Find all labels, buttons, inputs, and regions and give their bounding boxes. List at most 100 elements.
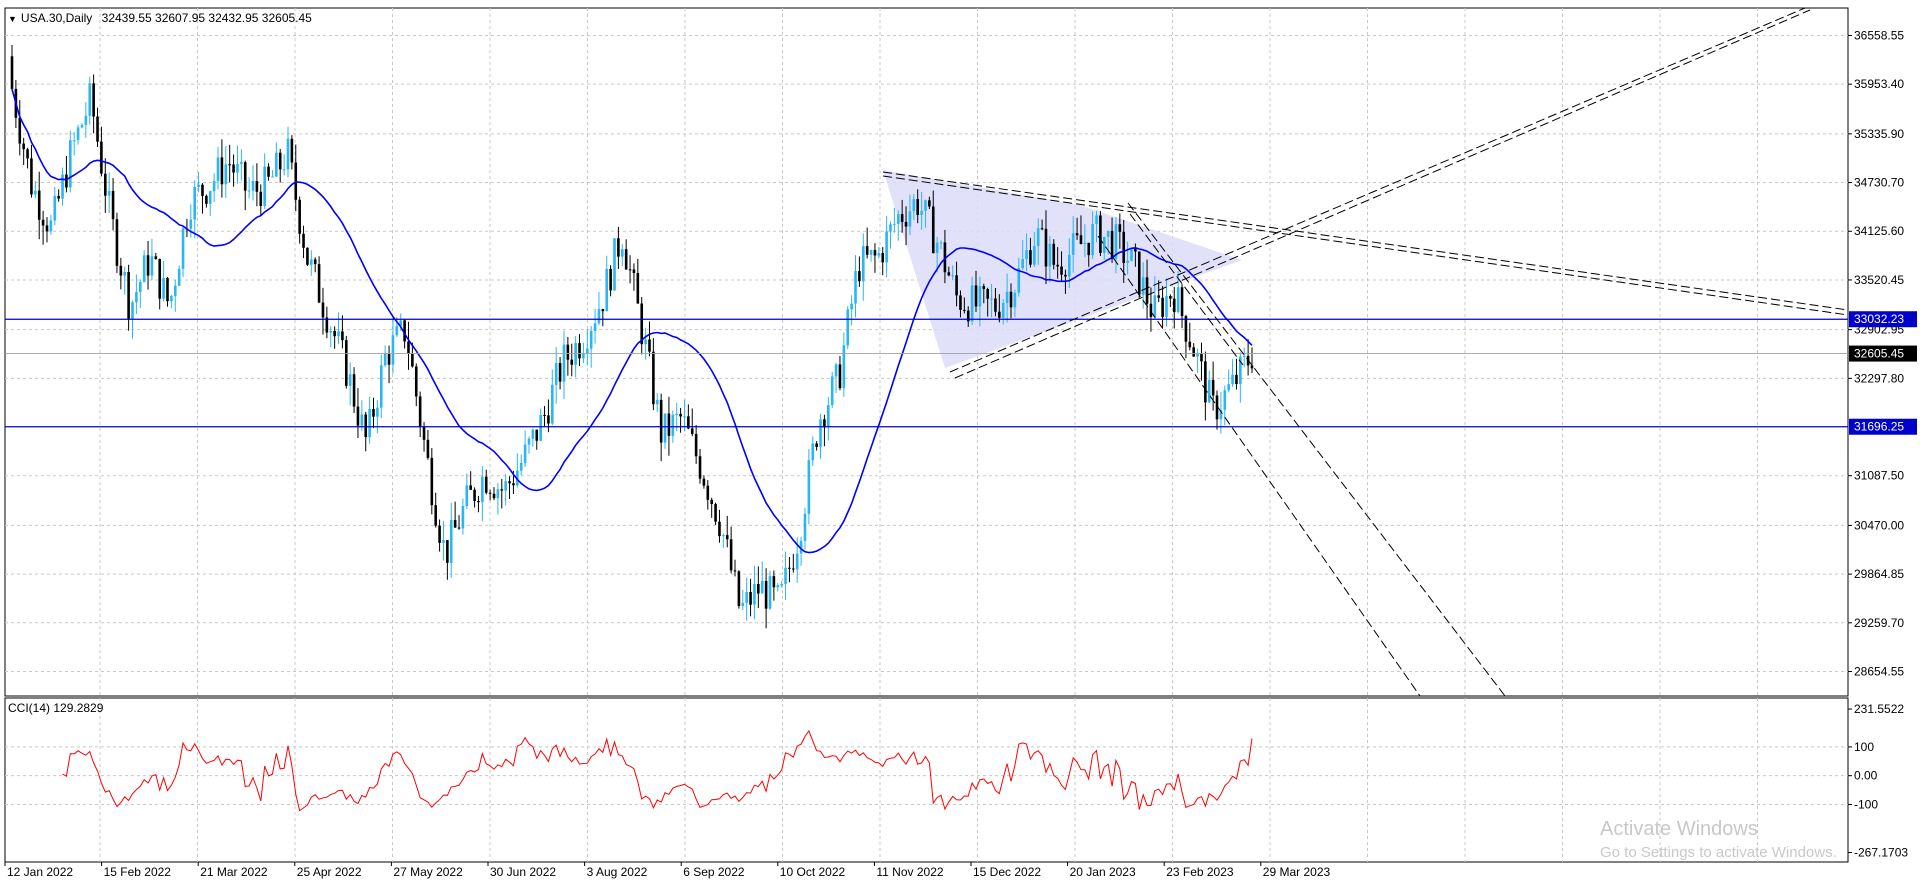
price-tick-label: 29259.70	[1854, 616, 1904, 630]
candle-body	[994, 298, 997, 312]
candle-body	[834, 364, 838, 377]
trend-line	[1097, 235, 1421, 697]
cci-tick-label: 100	[1854, 740, 1874, 754]
candle-body	[1250, 365, 1254, 369]
candle-body	[931, 206, 935, 254]
candle-body	[613, 238, 616, 291]
candle-body	[1223, 390, 1227, 410]
candle-body	[481, 476, 484, 503]
candle-body	[263, 166, 266, 206]
candle-body	[714, 504, 717, 522]
candle-body	[986, 289, 989, 299]
candle-body	[554, 363, 558, 385]
candle-body	[395, 326, 399, 336]
candle-body	[96, 116, 99, 142]
candle-body	[247, 190, 251, 192]
cci-tick-label: 0.00	[1854, 769, 1878, 783]
trend-line	[882, 175, 1849, 316]
candle-body	[970, 285, 974, 322]
candle-body	[519, 462, 523, 471]
candle-body	[1068, 254, 1071, 277]
candle-body	[1118, 224, 1122, 232]
candle-body	[838, 364, 842, 389]
candle-body	[671, 414, 675, 436]
candle-body	[348, 374, 352, 386]
candle-body	[212, 180, 216, 192]
candle-body	[648, 339, 651, 352]
price-marker-box	[1849, 418, 1917, 435]
candle-body	[337, 331, 340, 337]
candle-body	[1064, 274, 1067, 277]
candle-body	[690, 428, 694, 434]
candle-body	[539, 415, 542, 441]
candle-body	[617, 238, 620, 257]
candle-body	[1029, 250, 1032, 265]
candle-body	[1149, 303, 1153, 317]
candle-body	[943, 242, 947, 273]
candle-body	[850, 303, 853, 310]
candle-body	[434, 505, 437, 526]
candle-body	[107, 190, 111, 196]
candle-body	[508, 481, 511, 484]
candle-body	[306, 247, 309, 265]
candle-body	[205, 195, 208, 204]
candle-body	[745, 592, 748, 603]
candle-body	[37, 190, 41, 220]
candle-body	[1079, 235, 1083, 245]
cci-tick-label: -267.1703	[1854, 846, 1908, 860]
candle-body	[146, 255, 150, 276]
candle-body	[310, 259, 313, 265]
candle-body	[232, 164, 235, 173]
candle-body	[325, 317, 329, 333]
candle-body	[768, 576, 772, 609]
dropdown-icon[interactable]: ▼	[8, 14, 17, 24]
candle-body	[368, 408, 371, 438]
price-marker-label: 32605.45	[1854, 347, 1904, 361]
candle-body	[978, 286, 982, 307]
candle-body	[535, 429, 539, 441]
candle-body	[1192, 347, 1195, 357]
candle-body	[858, 271, 861, 282]
candle-body	[827, 405, 830, 428]
candle-body	[170, 296, 173, 302]
candle-body	[1153, 295, 1157, 317]
candle-body	[1095, 215, 1098, 225]
candle-body	[504, 481, 507, 491]
candle-body	[461, 506, 465, 529]
candle-body	[939, 242, 943, 244]
candle-body	[290, 138, 294, 163]
candle-body	[702, 478, 706, 486]
candle-body	[162, 278, 165, 299]
candle-body	[329, 330, 333, 333]
price-tick-label: 35335.90	[1854, 127, 1904, 141]
candle-body	[1180, 287, 1184, 317]
candle-body	[356, 406, 360, 426]
candle-body	[197, 184, 200, 187]
candle-body	[45, 225, 49, 232]
candle-body	[780, 583, 783, 586]
candle-body	[364, 414, 368, 438]
candle-body	[687, 416, 690, 429]
cci-tick-label: -100	[1854, 797, 1878, 811]
time-tick-label: 10 Oct 2022	[780, 865, 846, 879]
candle-body	[803, 513, 807, 541]
price-marker-label: 33032.23	[1854, 312, 1904, 326]
price-tick-label: 36558.55	[1854, 28, 1904, 42]
candle-body	[34, 190, 37, 195]
time-tick-label: 21 Mar 2022	[200, 865, 268, 879]
candle-body	[166, 278, 169, 302]
candle-body	[1145, 277, 1149, 304]
candle-body	[729, 539, 733, 571]
candle-body	[1207, 379, 1211, 403]
candle-body	[282, 169, 286, 171]
candle-body	[694, 433, 698, 457]
candle-body	[1040, 228, 1044, 230]
candle-body	[65, 174, 68, 188]
candle-body	[1137, 251, 1141, 295]
candle-body	[57, 195, 60, 199]
trend-line	[1127, 202, 1506, 697]
candle-body	[578, 343, 581, 359]
candle-body	[496, 489, 500, 499]
candle-body	[741, 602, 745, 607]
